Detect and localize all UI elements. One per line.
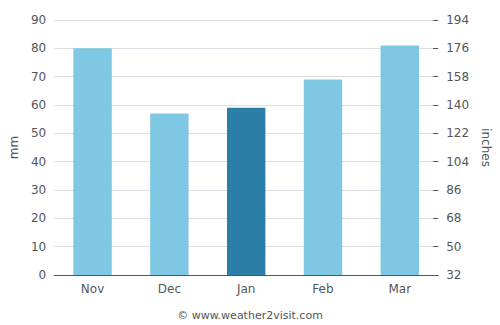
svg-text:50: 50 [31, 126, 46, 140]
svg-text:80: 80 [31, 41, 46, 55]
svg-text:140: 140 [446, 98, 469, 112]
svg-text:inches: inches [479, 128, 493, 167]
svg-text:mm: mm [7, 136, 21, 159]
svg-text:30: 30 [31, 183, 46, 197]
svg-text:Dec: Dec [158, 282, 181, 296]
svg-text:68: 68 [446, 211, 461, 225]
svg-text:60: 60 [31, 98, 46, 112]
svg-text:122: 122 [446, 126, 469, 140]
svg-text:104: 104 [446, 155, 469, 169]
svg-text:Nov: Nov [81, 282, 104, 296]
svg-text:90: 90 [31, 13, 46, 27]
svg-text:© www.weather2visit.com: © www.weather2visit.com [177, 309, 323, 322]
svg-text:176: 176 [446, 41, 469, 55]
svg-text:0: 0 [39, 268, 47, 282]
svg-text:Jan: Jan [236, 282, 256, 296]
svg-text:70: 70 [31, 70, 46, 84]
svg-text:Feb: Feb [312, 282, 333, 296]
svg-text:194: 194 [446, 13, 469, 27]
svg-text:10: 10 [31, 240, 46, 254]
svg-text:50: 50 [446, 240, 461, 254]
svg-text:Mar: Mar [388, 282, 411, 296]
svg-text:86: 86 [446, 183, 461, 197]
svg-text:40: 40 [31, 155, 46, 169]
svg-text:32: 32 [446, 268, 461, 282]
svg-text:20: 20 [31, 211, 46, 225]
svg-text:158: 158 [446, 70, 469, 84]
